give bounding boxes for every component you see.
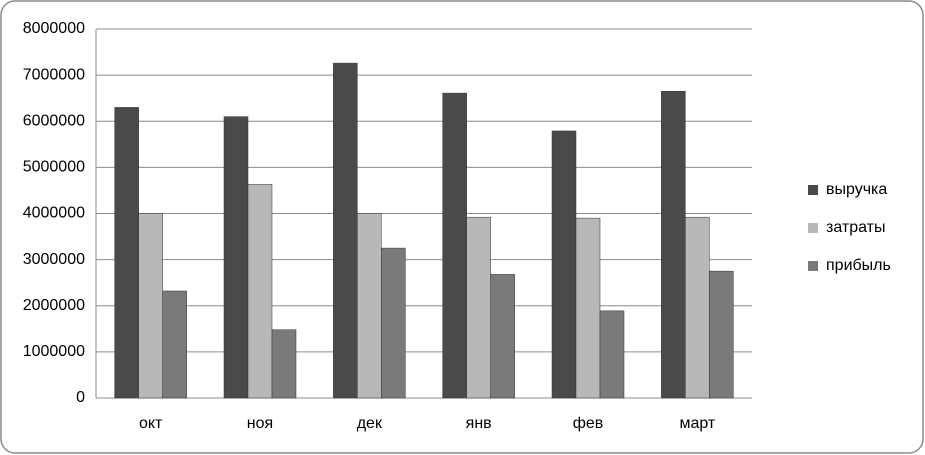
legend-label: выручка: [826, 181, 887, 198]
legend-label: затраты: [826, 219, 885, 236]
bar: [551, 130, 577, 399]
x-tick-label: окт: [139, 415, 163, 432]
bar: [490, 274, 515, 399]
bar: [599, 310, 625, 399]
legend-label: прибыль: [826, 257, 891, 274]
bar: [223, 116, 249, 399]
y-tick-label: 5000000: [23, 159, 85, 176]
bar: [114, 107, 139, 399]
x-tick-label: дек: [357, 415, 383, 432]
y-tick-label: 8000000: [23, 20, 85, 37]
bar: [709, 270, 734, 399]
bar: [138, 213, 163, 399]
bar: [575, 217, 601, 399]
bar: [357, 213, 382, 399]
bar: [685, 216, 710, 399]
y-tick-label: 3000000: [23, 251, 85, 268]
bar: [162, 290, 187, 399]
y-tick-label: 1000000: [23, 343, 85, 360]
y-tick-label: 0: [76, 389, 85, 406]
bar: [466, 216, 491, 399]
bar: [333, 62, 358, 399]
y-tick-label: 4000000: [23, 205, 85, 222]
y-tick-label: 2000000: [23, 297, 85, 314]
bar: [442, 92, 467, 399]
bar: [271, 329, 297, 399]
legend-swatch: [808, 223, 818, 233]
x-tick-label: март: [679, 415, 715, 432]
x-tick-label: ноя: [247, 415, 273, 432]
x-tick-label: янв: [466, 415, 492, 432]
bar: [661, 91, 686, 399]
y-tick-label: 6000000: [23, 112, 85, 129]
legend-swatch: [808, 261, 818, 271]
x-tick-label: фев: [573, 415, 604, 432]
bar: [381, 247, 406, 399]
bar: [247, 184, 273, 399]
y-tick-label: 7000000: [23, 66, 85, 83]
legend-swatch: [808, 185, 818, 195]
